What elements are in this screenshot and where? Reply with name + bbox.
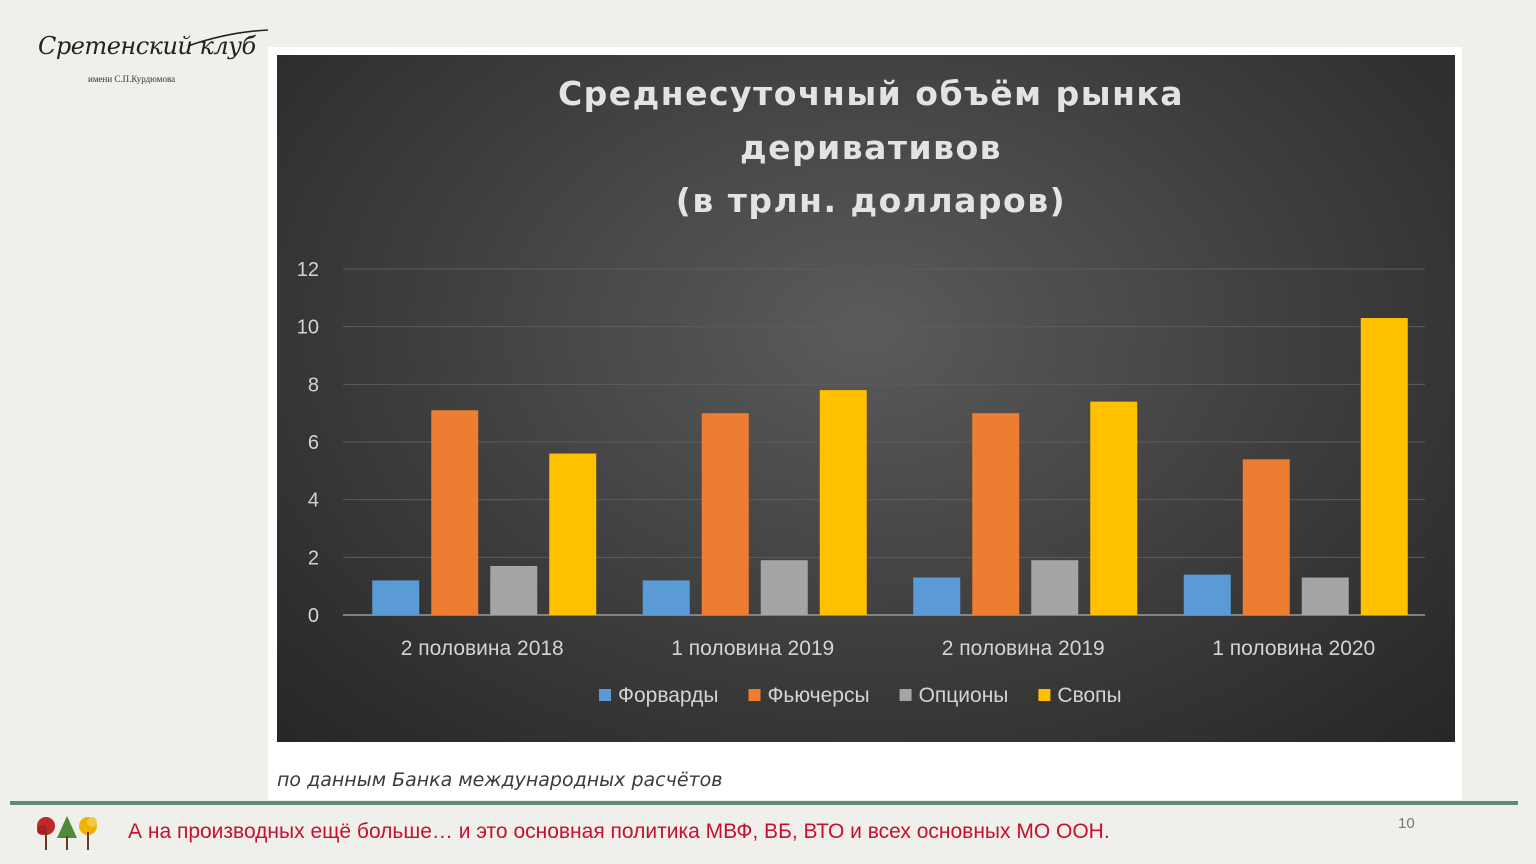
y-tick-label: 10 xyxy=(297,317,319,339)
legend-swatch xyxy=(748,689,761,701)
bar-3-1 xyxy=(490,565,538,615)
x-category-label: 1 половина 2020 xyxy=(1212,637,1375,660)
x-axis-categories: 2 половина 2018 1 половина 2019 2 половина… xyxy=(401,637,1376,660)
club-logo: Сретенский клуб имени С.П.Курдюмова xyxy=(38,28,273,90)
footer-divider xyxy=(10,801,1518,805)
bar-2-4 xyxy=(1242,459,1290,615)
bar-4-1 xyxy=(549,453,597,615)
footer-text: А на производных ещё больше… и это основ… xyxy=(128,820,1110,843)
legend-label: Форварды xyxy=(618,684,718,707)
chart-legend: Форварды Фьючерсы Опционы Свопы xyxy=(599,684,1122,707)
logo-swoosh xyxy=(187,29,269,47)
bar-1-2 xyxy=(642,580,690,615)
bar-2-3 xyxy=(972,413,1020,615)
y-tick-label: 12 xyxy=(297,259,319,281)
chart-title: Среднесуточный объём рынка деривативов (в … xyxy=(558,74,1184,220)
x-category-label: 2 половина 2019 xyxy=(942,637,1105,660)
bar-4-2 xyxy=(819,390,867,615)
y-tick-label: 6 xyxy=(308,432,319,454)
bar-1-1 xyxy=(372,580,420,615)
bar-2-1 xyxy=(431,410,479,615)
bars xyxy=(372,318,1408,615)
y-axis-ticks: 0 2 4 6 8 10 12 xyxy=(297,259,319,627)
bar-1-4 xyxy=(1183,574,1231,615)
bar-3-3 xyxy=(1031,560,1079,615)
x-category-label: 1 половина 2019 xyxy=(671,637,834,660)
chart-title-line: деривативов xyxy=(740,128,1002,167)
bar-4-3 xyxy=(1090,401,1138,615)
bar-2-2 xyxy=(701,413,749,615)
legend-swatch xyxy=(1038,689,1051,701)
legend-label: Фьючерсы xyxy=(767,684,869,707)
bar-1-3 xyxy=(913,577,961,615)
logo-title: Сретенский клуб xyxy=(38,32,256,60)
legend-label: Опционы xyxy=(919,684,1009,707)
trees-icon xyxy=(37,816,97,850)
y-tick-label: 0 xyxy=(308,605,319,627)
bar-3-2 xyxy=(760,560,808,615)
legend-swatch xyxy=(899,689,912,701)
legend-label: Свопы xyxy=(1057,684,1121,707)
x-category-label: 2 половина 2018 xyxy=(401,637,564,660)
source-note: по данным Банка международных расчётов xyxy=(277,769,723,791)
legend-swatch xyxy=(599,689,611,701)
logo-subtitle: имени С.П.Курдюмова xyxy=(88,74,176,84)
y-tick-label: 2 xyxy=(308,547,319,569)
y-tick-label: 4 xyxy=(308,490,319,512)
bar-chart: Среднесуточный объём рынка деривативов (в … xyxy=(297,74,1425,707)
y-tick-label: 8 xyxy=(308,374,319,396)
bar-4-4 xyxy=(1360,318,1408,615)
page-number: 10 xyxy=(1398,815,1415,832)
chart-title-line: Среднесуточный объём рынка xyxy=(558,74,1184,113)
bar-3-4 xyxy=(1301,577,1349,615)
chart-area: Среднесуточный объём рынка деривативов (в … xyxy=(277,55,1455,742)
chart-title-line: (в трлн. долларов) xyxy=(676,181,1066,220)
